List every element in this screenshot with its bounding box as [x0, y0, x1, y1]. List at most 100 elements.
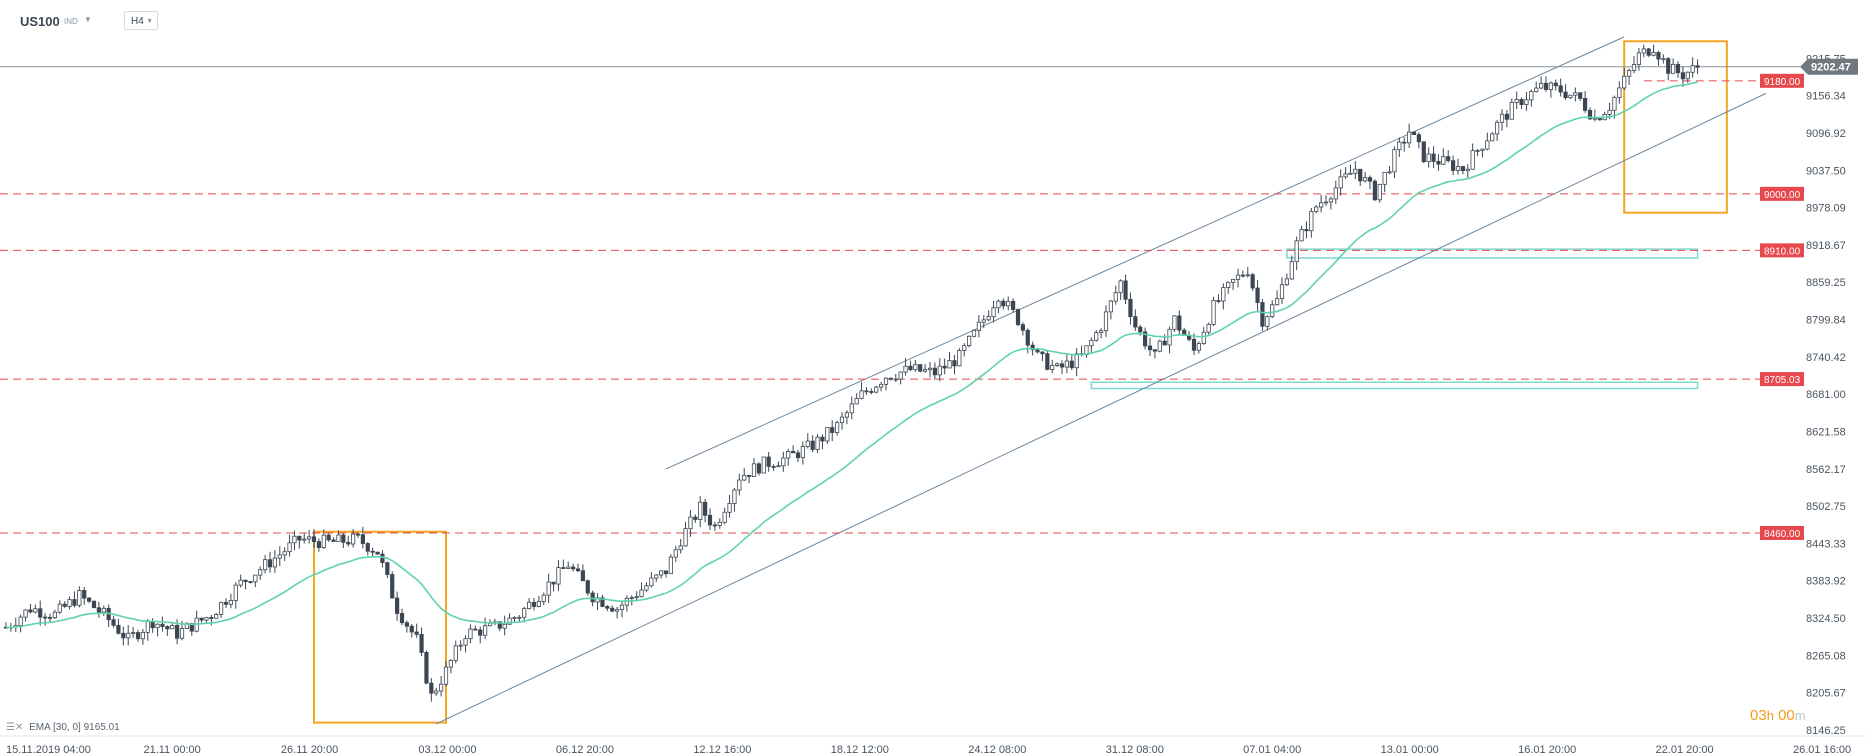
candle-body [478, 629, 483, 636]
candle-body [1323, 201, 1329, 204]
candle-body [1680, 72, 1685, 80]
timeframe-value: H4 [131, 16, 144, 27]
candle-body [311, 536, 317, 542]
y-tick-label: 8562.17 [1806, 464, 1846, 476]
candle-body [267, 559, 273, 568]
candle-body [150, 620, 155, 629]
candle-body [932, 367, 937, 376]
candle-body [219, 602, 224, 615]
candle-body [1695, 65, 1700, 68]
candle-body [1607, 109, 1612, 115]
candle-body [1402, 141, 1407, 144]
y-tick-label: 8265.08 [1806, 650, 1846, 662]
candle-body [1216, 300, 1221, 302]
candle-body [1133, 316, 1138, 328]
candle-body [1583, 98, 1588, 111]
candle-body [756, 463, 761, 474]
candle-body [238, 579, 243, 586]
candle-body [287, 542, 292, 553]
candle-body [424, 652, 429, 684]
chevron-down-icon[interactable]: ▼ [84, 15, 92, 24]
level-price-label: 8705.03 [1764, 375, 1801, 386]
candle-body [698, 501, 703, 520]
chart-toolbar: US100 IND ▼ H4 ▼ [0, 0, 1866, 40]
candle-body [771, 466, 776, 468]
candle-body [967, 335, 972, 347]
candle-body [1421, 141, 1426, 163]
candle-body [331, 539, 336, 542]
candle-body [160, 623, 165, 627]
ema-line [5, 81, 1698, 629]
support-zone [1286, 248, 1699, 259]
candle-body [1411, 131, 1417, 136]
symbol-name[interactable]: US100 [20, 14, 60, 29]
candle-body [1372, 180, 1377, 201]
candle-body [1397, 141, 1402, 150]
candle-body [536, 600, 541, 607]
candle-body [1235, 274, 1241, 280]
candle-body [707, 514, 713, 526]
candle-body [307, 536, 312, 540]
candle-body [575, 568, 581, 572]
candle-body [101, 607, 106, 613]
candle-body [248, 581, 253, 583]
candle-body [683, 528, 688, 547]
candle-body [1514, 99, 1519, 103]
candle-body [717, 521, 722, 526]
candle-body [839, 416, 845, 424]
candle-body [43, 616, 48, 619]
candle-body [1118, 280, 1123, 294]
candle-body [1328, 198, 1333, 203]
candle-body [981, 319, 986, 323]
candle-body [649, 577, 654, 587]
candle-body [1543, 82, 1549, 90]
indicator-legend[interactable]: ☰✕ EMA [30, 0] 9165.01 [6, 722, 120, 733]
candle-body [854, 398, 859, 405]
candle-body [38, 608, 43, 618]
candle-body [629, 597, 634, 599]
candle-countdown: 03h 00m [1750, 707, 1806, 724]
candle-body [688, 516, 693, 530]
candle-body [1103, 311, 1109, 332]
candle-body [404, 622, 409, 627]
candle-body [1465, 168, 1470, 172]
candle-body [1460, 166, 1465, 172]
settings-icon[interactable]: ☰✕ [6, 722, 24, 733]
candle-body [883, 377, 889, 385]
candle-body [580, 570, 585, 582]
candle-body [272, 557, 277, 568]
candle-body [385, 562, 390, 575]
candle-body [1045, 353, 1050, 370]
candle-body [1485, 140, 1490, 150]
candle-body [380, 553, 385, 564]
candle-body [1519, 99, 1524, 105]
candle-body [541, 594, 546, 602]
candle-body [1641, 48, 1646, 54]
candle-body [561, 567, 566, 569]
candle-body [835, 422, 840, 433]
candle-body [781, 457, 786, 467]
candle-body [1563, 91, 1568, 99]
candle-body [1622, 75, 1627, 89]
timeframe-select[interactable]: H4 ▼ [124, 11, 158, 30]
level-price-label: 8460.00 [1764, 529, 1801, 540]
candle-body [619, 604, 625, 610]
x-tick-label: 31.12 08:00 [1106, 744, 1164, 756]
candle-body [458, 644, 463, 647]
candle-body [1338, 176, 1343, 189]
candle-body [1382, 171, 1387, 185]
candle-body [1069, 360, 1074, 369]
candle-body [414, 631, 419, 635]
candle-body [1363, 177, 1368, 182]
candle-body [1177, 315, 1182, 331]
candle-body [473, 628, 478, 631]
candle-body [1690, 65, 1695, 73]
candle-body [399, 613, 405, 624]
candle-body [610, 607, 615, 612]
candle-body [1221, 287, 1226, 302]
candle-body [712, 524, 717, 527]
candle-body [600, 597, 605, 607]
level-price-tag [1760, 525, 1804, 540]
candle-body [986, 316, 991, 321]
